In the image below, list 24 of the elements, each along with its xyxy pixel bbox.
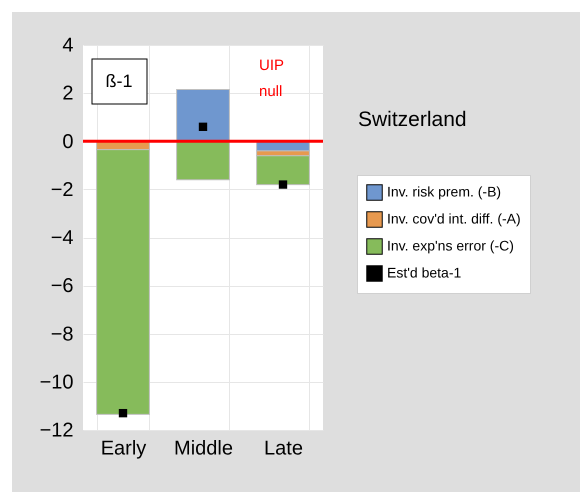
bar bbox=[176, 89, 230, 142]
legend-label: Inv. risk prem. (-B) bbox=[387, 184, 502, 200]
y-tick-label: −10 bbox=[40, 371, 74, 394]
point bbox=[198, 122, 208, 131]
y-tick-label: 2 bbox=[62, 82, 74, 105]
point bbox=[118, 408, 128, 418]
x-tick-label: Middle bbox=[174, 438, 233, 460]
x-tick-label: Late bbox=[264, 438, 303, 460]
y-tick-label: −8 bbox=[50, 323, 74, 346]
bar bbox=[176, 140, 230, 180]
y-tick-label: −12 bbox=[40, 420, 74, 442]
y-tick-label: 4 bbox=[62, 34, 74, 56]
ref-line-label: UIP null bbox=[259, 57, 284, 100]
annotation: ß-1 bbox=[106, 71, 132, 91]
legend-label: Est'd beta-1 bbox=[387, 264, 462, 280]
y-tick-label: −2 bbox=[50, 178, 74, 201]
y-tick-label: −4 bbox=[50, 227, 74, 249]
legend-label: Inv. exp'ns error (-C) bbox=[387, 238, 514, 254]
point bbox=[278, 180, 288, 189]
text: Switzerland bbox=[358, 108, 467, 131]
y-tick-label: −6 bbox=[50, 275, 74, 298]
x-tick-label: Early bbox=[100, 438, 146, 460]
y-tick-label: 0 bbox=[62, 130, 74, 153]
legend-label: Inv. cov'd int. diff. (-A) bbox=[387, 210, 521, 226]
